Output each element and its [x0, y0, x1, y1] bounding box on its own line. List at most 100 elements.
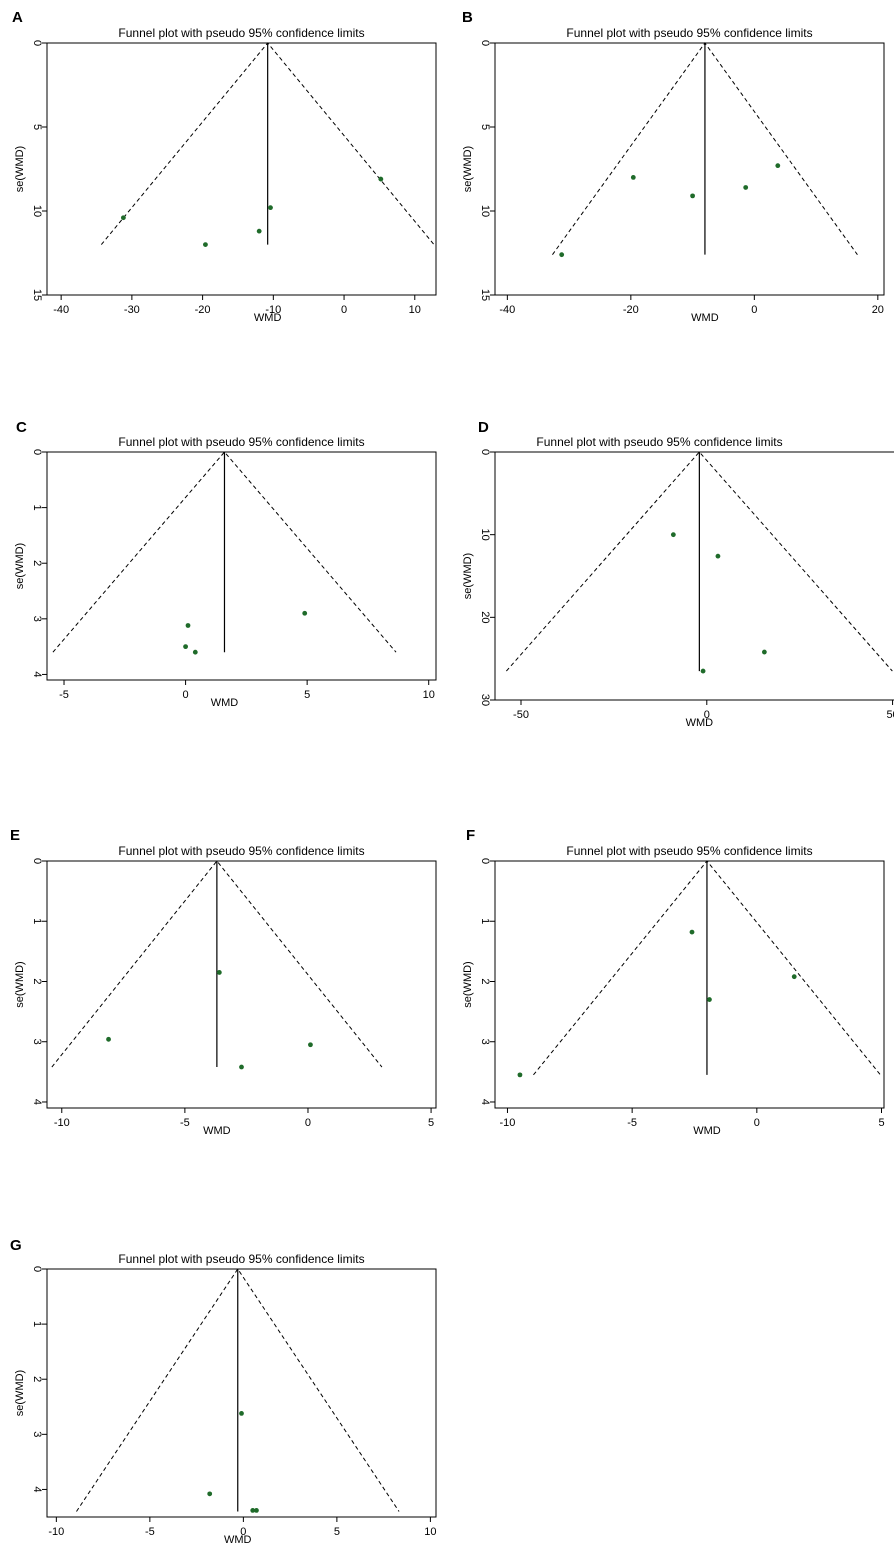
study-point: [517, 1072, 523, 1078]
y-tick-label: 2: [479, 978, 491, 984]
y-tick-label: 4: [31, 1486, 43, 1492]
chart-title: Funnel plot with pseudo 95% confidence l…: [118, 1252, 364, 1266]
y-axis-label: se(WMD): [462, 146, 474, 192]
chart-title: Funnel plot with pseudo 95% confidence l…: [118, 26, 364, 40]
panel-G: G Funnel plot with pseudo 95% confidence …: [10, 1237, 437, 1546]
study-point: [743, 185, 749, 190]
x-tick-label: 10: [409, 304, 421, 316]
y-tick-label: 2: [31, 560, 43, 566]
y-tick-label: 0: [31, 449, 43, 455]
y-axis-label: se(WMD): [14, 543, 26, 589]
x-tick-label: 0: [704, 709, 710, 721]
y-tick-label: 1: [31, 1321, 43, 1327]
panel-E: E Funnel plot with pseudo 95% confidence …: [10, 827, 437, 1137]
study-point: [183, 644, 188, 650]
x-tick-label: 0: [751, 304, 757, 316]
study-point: [707, 997, 712, 1002]
x-tick-label: 5: [304, 689, 310, 701]
y-tick-label: 4: [479, 1099, 491, 1105]
y-tick-label: 5: [31, 124, 43, 130]
y-tick-label: 4: [31, 671, 43, 677]
x-tick-label: 20: [872, 304, 884, 316]
y-tick-label: 10: [479, 529, 491, 541]
x-tick-label: -50: [513, 709, 529, 721]
x-tick-label: -10: [48, 1526, 64, 1538]
panel-label: C: [16, 419, 27, 436]
y-tick-label: 3: [31, 616, 43, 622]
y-tick-label: 0: [479, 449, 491, 455]
study-point: [250, 1507, 256, 1513]
x-tick-label: 5: [334, 1526, 340, 1538]
panel-A: A Funnel plot with pseudo 95% confidence …: [12, 9, 437, 324]
x-tick-label: -20: [195, 304, 211, 316]
chart-title: Funnel plot with pseudo 95% confidence l…: [118, 844, 364, 858]
study-point: [630, 175, 636, 180]
panel-label: G: [10, 1237, 22, 1254]
study-point: [192, 649, 198, 655]
x-tick-label: 50: [886, 709, 894, 721]
plot-frame: [494, 860, 885, 1109]
panel-label: A: [12, 9, 23, 26]
panel-label: B: [462, 9, 473, 26]
study-point: [761, 649, 767, 655]
y-tick-label: 1: [479, 918, 491, 924]
plot-frame: [46, 1268, 437, 1518]
study-point: [378, 176, 384, 182]
study-point: [106, 1036, 111, 1042]
panel-label: D: [478, 419, 489, 436]
x-tick-label: -40: [499, 304, 515, 316]
chart-title: Funnel plot with pseudo 95% confidence l…: [566, 26, 812, 40]
panel-label: F: [466, 827, 475, 844]
x-tick-label: -10: [500, 1117, 516, 1129]
y-tick-label: 1: [31, 918, 43, 924]
study-point: [120, 215, 126, 221]
y-axis-label: se(WMD): [14, 146, 26, 192]
y-axis-label: se(WMD): [14, 961, 26, 1007]
plot-frame: [494, 451, 894, 701]
study-point: [559, 252, 565, 258]
x-tick-label: 0: [754, 1117, 760, 1129]
plot-frame: [46, 42, 437, 296]
y-axis-label: se(WMD): [462, 553, 474, 599]
confidence-limits-funnel: [76, 1268, 400, 1512]
study-point: [185, 623, 191, 628]
y-tick-label: 15: [479, 289, 491, 301]
y-tick-label: 0: [31, 40, 43, 46]
y-tick-label: 0: [479, 858, 491, 864]
y-axis-label: se(WMD): [14, 1370, 26, 1416]
panel-label: E: [10, 827, 20, 844]
y-tick-label: 0: [479, 40, 491, 46]
x-axis-label: WMD: [254, 312, 282, 324]
x-tick-label: 0: [240, 1526, 246, 1538]
x-tick-label: 10: [423, 689, 435, 701]
x-tick-label: 10: [424, 1526, 436, 1538]
x-tick-label: 0: [183, 689, 189, 701]
x-axis-label: WMD: [686, 717, 714, 729]
x-tick-label: 0: [305, 1117, 311, 1129]
study-point: [268, 205, 273, 211]
y-tick-label: 4: [31, 1099, 43, 1105]
plot-frame: [46, 860, 437, 1109]
chart-title: Funnel plot with pseudo 95% confidence l…: [566, 844, 812, 858]
study-point: [302, 610, 308, 616]
y-tick-label: 10: [31, 205, 43, 217]
x-tick-label: 0: [341, 304, 347, 316]
study-point: [715, 553, 721, 559]
x-tick-label: -40: [53, 304, 69, 316]
chart-title: Funnel plot with pseudo 95% confidence l…: [118, 435, 364, 449]
y-tick-label: 10: [479, 205, 491, 217]
x-tick-label: -10: [265, 304, 281, 316]
x-axis-label: WMD: [224, 1534, 252, 1546]
y-tick-label: 3: [31, 1431, 43, 1437]
x-tick-label: 5: [878, 1117, 884, 1129]
plot-frame: [46, 451, 437, 681]
y-tick-label: 3: [479, 1039, 491, 1045]
y-tick-label: 5: [479, 124, 491, 130]
chart-title: Funnel plot with pseudo 95% confidence l…: [536, 435, 782, 449]
confidence-limits-funnel: [505, 451, 893, 672]
y-tick-label: 20: [479, 611, 491, 623]
y-tick-label: 2: [31, 978, 43, 984]
panel-F: F Funnel plot with pseudo 95% confidence …: [462, 827, 885, 1137]
study-point: [254, 1507, 259, 1513]
